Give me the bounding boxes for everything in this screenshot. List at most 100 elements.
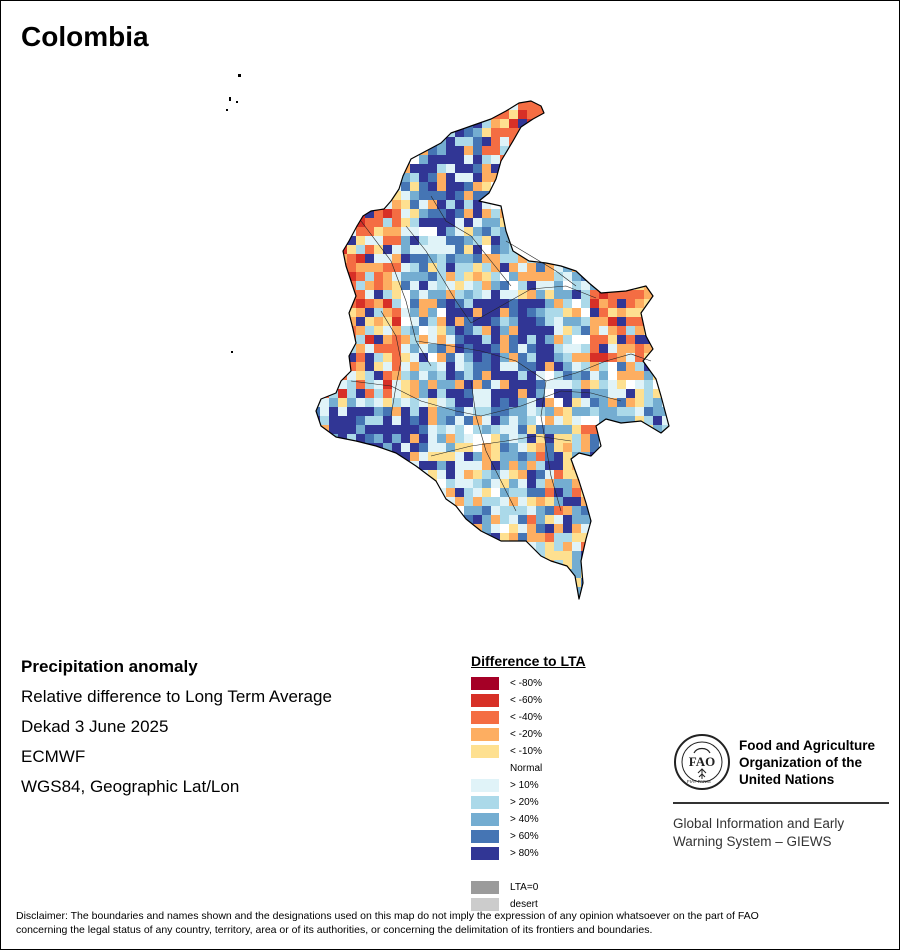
anomaly-cell <box>365 101 374 110</box>
anomaly-cell <box>581 155 590 164</box>
anomaly-cell <box>446 569 455 578</box>
anomaly-cell <box>320 155 329 164</box>
anomaly-cell <box>320 164 329 173</box>
anomaly-cell <box>428 443 437 452</box>
anomaly-cell <box>518 191 527 200</box>
anomaly-cell <box>473 560 482 569</box>
anomaly-cell <box>500 542 509 551</box>
anomaly-cell <box>419 119 428 128</box>
anomaly-cell <box>491 470 500 479</box>
anomaly-cell <box>653 434 662 443</box>
anomaly-cell <box>608 506 617 515</box>
anomaly-cell <box>572 560 581 569</box>
anomaly-cell <box>662 335 669 344</box>
anomaly-cell <box>401 137 410 146</box>
anomaly-cell <box>446 191 455 200</box>
anomaly-cell <box>563 182 572 191</box>
legend-label: > 40% <box>510 814 539 825</box>
anomaly-cell <box>590 218 599 227</box>
anomaly-cell <box>599 470 608 479</box>
anomaly-cell <box>563 452 572 461</box>
anomaly-cell <box>410 578 419 587</box>
anomaly-cell <box>347 191 356 200</box>
anomaly-cell <box>599 209 608 218</box>
anomaly-cell <box>599 506 608 515</box>
anomaly-cell <box>401 425 410 434</box>
anomaly-cell <box>635 137 644 146</box>
anomaly-cell <box>590 389 599 398</box>
anomaly-cell <box>356 515 365 524</box>
anomaly-cell <box>518 263 527 272</box>
anomaly-cell <box>374 398 383 407</box>
anomaly-cell <box>473 515 482 524</box>
anomaly-cell <box>617 569 626 578</box>
anomaly-cell <box>554 605 563 614</box>
anomaly-cell <box>410 506 419 515</box>
anomaly-cell <box>356 443 365 452</box>
anomaly-cell <box>428 425 437 434</box>
anomaly-cell <box>635 587 644 596</box>
anomaly-cell <box>383 542 392 551</box>
anomaly-cell <box>536 443 545 452</box>
anomaly-cell <box>338 371 347 380</box>
anomaly-cell <box>635 155 644 164</box>
anomaly-cell <box>500 245 509 254</box>
anomaly-cell <box>365 353 374 362</box>
anomaly-cell <box>545 578 554 587</box>
anomaly-cell <box>581 146 590 155</box>
anomaly-cell <box>554 317 563 326</box>
anomaly-cell <box>518 209 527 218</box>
legend-item: desert <box>471 896 641 913</box>
anomaly-cell <box>653 353 662 362</box>
anomaly-cell <box>320 209 329 218</box>
admin-boundary-line <box>540 380 562 512</box>
anomaly-cell <box>527 191 536 200</box>
anomaly-cell <box>500 407 509 416</box>
anomaly-cell <box>446 137 455 146</box>
anomaly-cell <box>437 326 446 335</box>
anomaly-cell <box>644 578 653 587</box>
anomaly-cell <box>572 200 581 209</box>
anomaly-cell <box>374 308 383 317</box>
anomaly-cell <box>392 173 401 182</box>
anomaly-cell <box>626 443 635 452</box>
anomaly-cell <box>392 101 401 110</box>
anomaly-cell <box>518 506 527 515</box>
anomaly-cell <box>536 497 545 506</box>
anomaly-cell <box>464 578 473 587</box>
anomaly-cell <box>626 344 635 353</box>
anomaly-cell <box>428 146 437 155</box>
anomaly-cell <box>509 371 518 380</box>
anomaly-cell <box>500 605 509 614</box>
anomaly-cell <box>554 263 563 272</box>
anomaly-cell <box>599 479 608 488</box>
anomaly-cell <box>455 326 464 335</box>
anomaly-cell <box>410 425 419 434</box>
anomaly-cell <box>329 335 338 344</box>
anomaly-cell <box>617 452 626 461</box>
anomaly-cell <box>626 218 635 227</box>
anomaly-cell <box>572 272 581 281</box>
anomaly-cell <box>500 236 509 245</box>
anomaly-cell <box>590 542 599 551</box>
anomaly-cell <box>401 308 410 317</box>
island-marker <box>238 74 241 77</box>
anomaly-cell <box>446 317 455 326</box>
anomaly-cell <box>491 605 500 614</box>
anomaly-cell <box>455 218 464 227</box>
anomaly-cell <box>356 587 365 596</box>
anomaly-cell <box>446 434 455 443</box>
admin-boundary-line <box>415 340 547 382</box>
anomaly-cell <box>599 335 608 344</box>
anomaly-cell <box>473 605 482 614</box>
anomaly-cell <box>644 182 653 191</box>
anomaly-cell <box>365 326 374 335</box>
anomaly-cell <box>464 344 473 353</box>
anomaly-cell <box>626 542 635 551</box>
anomaly-cell <box>365 110 374 119</box>
anomaly-cell <box>644 227 653 236</box>
anomaly-cell <box>617 371 626 380</box>
anomaly-cell <box>437 533 446 542</box>
anomaly-cell <box>554 416 563 425</box>
anomaly-cell <box>545 209 554 218</box>
